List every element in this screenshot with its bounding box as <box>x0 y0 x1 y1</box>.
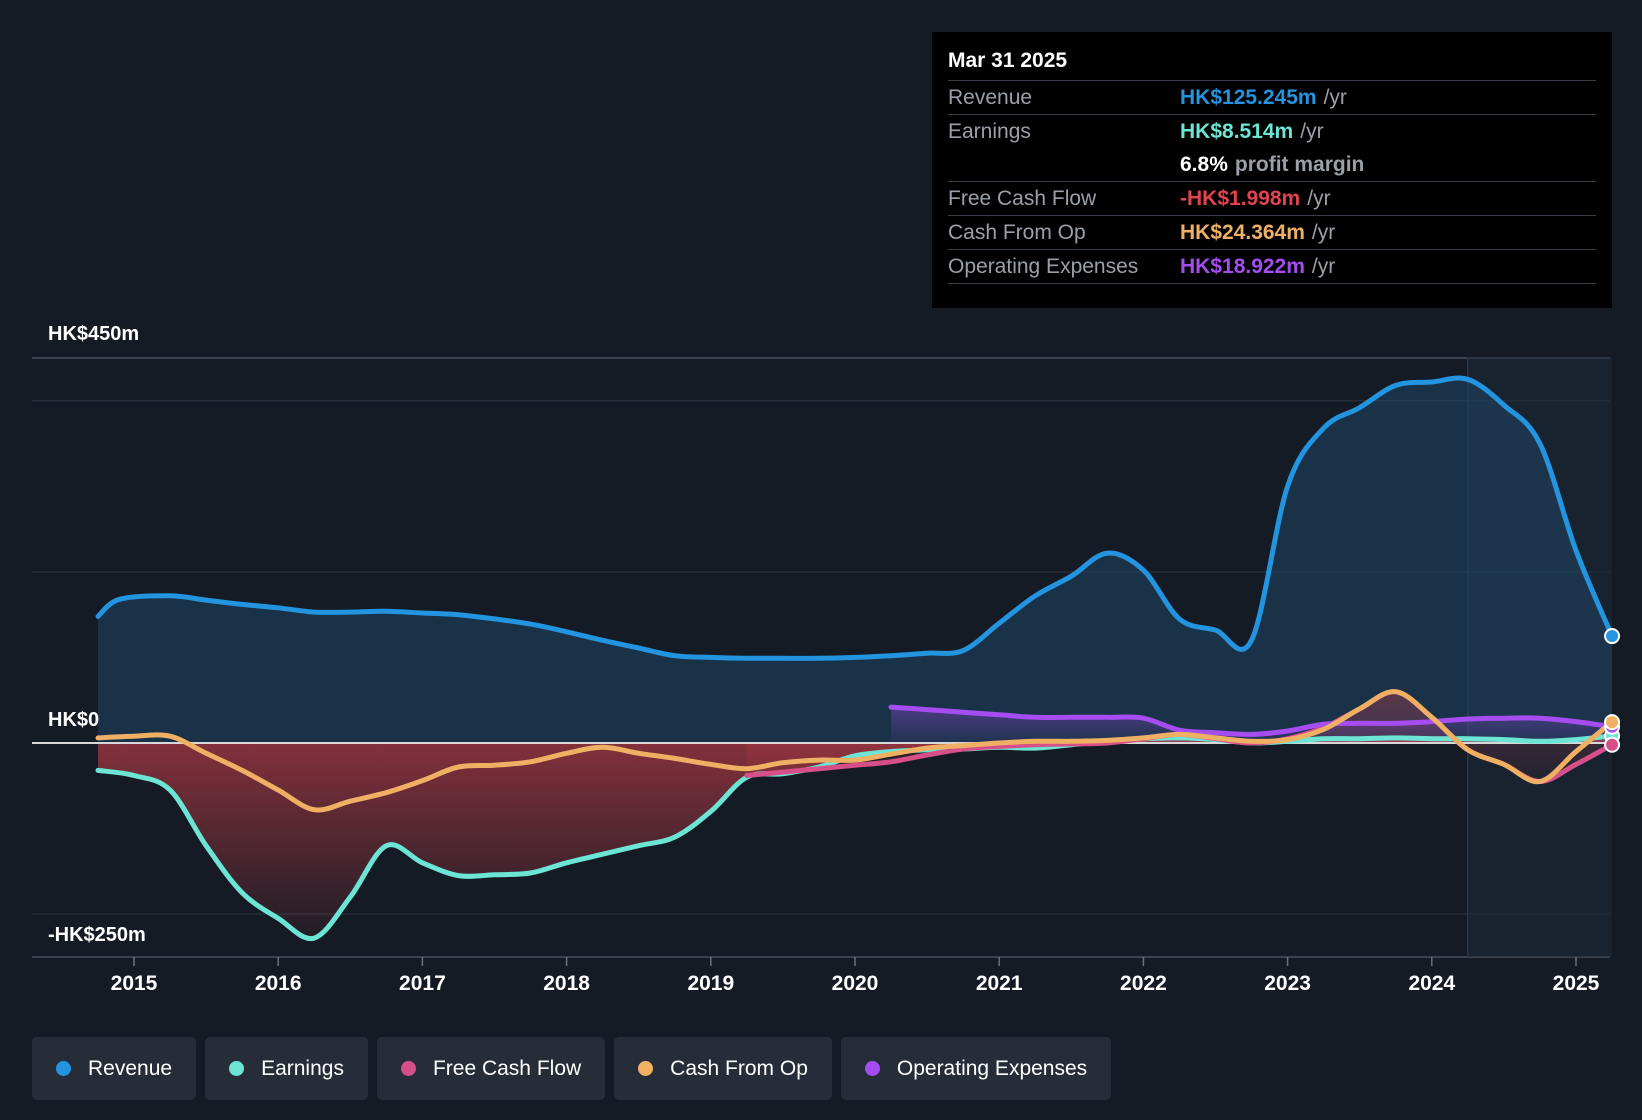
tooltip-label: Free Cash Flow <box>948 186 1097 210</box>
tooltip-value: 6.8% <box>1180 152 1228 176</box>
area-earnings <box>98 735 1612 939</box>
tooltip-unit: /yr <box>1300 119 1324 143</box>
legend-item-cash-from-op[interactable]: Cash From Op <box>614 1037 832 1100</box>
x-tick-label: 2017 <box>399 972 446 995</box>
legend-item-free-cash-flow[interactable]: Free Cash Flow <box>376 1037 606 1100</box>
legend-dot-icon <box>400 1061 416 1076</box>
tooltip-row-earnings: Earnings HK$8.514m /yr <box>948 114 1596 148</box>
line-revenue <box>95 375 1615 661</box>
x-tick-label: 2016 <box>255 972 302 995</box>
tooltip-unit: profit margin <box>1234 152 1365 176</box>
tooltip-value: HK$8.514m <box>1180 119 1294 143</box>
legend-dot-icon <box>864 1061 880 1076</box>
x-tick-label: 2025 <box>1553 972 1600 995</box>
legend-label: Revenue <box>88 1056 173 1080</box>
area-revenue <box>98 378 1612 743</box>
legend: Revenue Earnings Free Cash Flow Cash Fro… <box>32 1037 1112 1100</box>
line-operating-expenses <box>888 704 1615 737</box>
tooltip-label: Cash From Op <box>948 220 1086 244</box>
x-tick-label: 2019 <box>687 972 734 995</box>
x-tick-label: 2018 <box>543 972 590 995</box>
end-marker-free-cash-flow[interactable] <box>1604 736 1621 753</box>
tooltip-row-operating-expenses: Operating Expenses HK$18.922m /yr <box>948 249 1596 284</box>
tooltip-label: Earnings <box>948 119 1031 143</box>
tooltip-value: HK$125.245m <box>1180 85 1317 109</box>
legend-label: Cash From Op <box>670 1056 808 1080</box>
x-axis: 2015 2016 2017 2018 2019 2020 2021 2022 2023 2024… <box>111 957 1600 995</box>
x-tick-label: 2023 <box>1264 972 1311 995</box>
y-label-bottom: -HK$250m <box>48 924 146 946</box>
end-marker-revenue[interactable] <box>1604 628 1621 645</box>
legend-dot-icon <box>229 1061 245 1076</box>
tooltip-value: HK$18.922m <box>1180 254 1305 278</box>
tooltip-value: HK$24.364m <box>1180 220 1305 244</box>
legend-label: Free Cash Flow <box>432 1056 582 1080</box>
tooltip-unit: /yr <box>1311 254 1336 278</box>
legend-item-earnings[interactable]: Earnings <box>205 1037 368 1100</box>
tooltip-row-revenue: Revenue HK$125.245m /yr <box>948 80 1596 114</box>
tooltip-row-free-cash-flow: Free Cash Flow -HK$1.998m /yr <box>948 181 1596 215</box>
x-tick-label: 2024 <box>1408 972 1455 995</box>
x-tick-label: 2021 <box>976 972 1023 995</box>
tooltip-date: Mar 31 2025 <box>948 49 1068 72</box>
area-operating-expenses <box>891 707 1612 743</box>
series-lines <box>95 375 1615 942</box>
tooltip-value: -HK$1.998m <box>1180 186 1301 210</box>
end-marker-cash-from-op[interactable] <box>1604 714 1621 731</box>
legend-label: Earnings <box>261 1056 344 1080</box>
y-label-top: HK$450m <box>48 323 139 345</box>
tooltip-label: Operating Expenses <box>948 254 1139 278</box>
x-tick-label: 2020 <box>832 972 879 995</box>
tooltip-row-profit-margin: 6.8% profit margin <box>948 148 1596 181</box>
legend-dot-icon <box>56 1061 71 1076</box>
tooltip-unit: /yr <box>1323 85 1347 109</box>
line-earnings <box>95 733 1615 942</box>
legend-label: Operating Expenses <box>896 1056 1088 1080</box>
end-markers <box>1604 628 1621 753</box>
legend-item-operating-expenses[interactable]: Operating Expenses <box>840 1037 1112 1100</box>
tooltip-panel: Mar 31 2025 Revenue HK$125.245m /yr Earn… <box>932 32 1612 308</box>
tooltip-row-cash-from-op: Cash From Op HK$24.364m /yr <box>948 215 1596 249</box>
y-label-zero: HK$0 <box>48 709 99 731</box>
x-tick-label: 2015 <box>111 972 158 995</box>
tooltip-unit: /yr <box>1307 186 1331 210</box>
line-cash-from-op <box>95 689 1615 813</box>
legend-item-revenue[interactable]: Revenue <box>32 1037 197 1100</box>
legend-dot-icon <box>638 1061 654 1076</box>
tooltip-unit: /yr <box>1311 220 1336 244</box>
x-tick-label: 2022 <box>1120 972 1167 995</box>
tooltip-label: Revenue <box>948 85 1033 109</box>
